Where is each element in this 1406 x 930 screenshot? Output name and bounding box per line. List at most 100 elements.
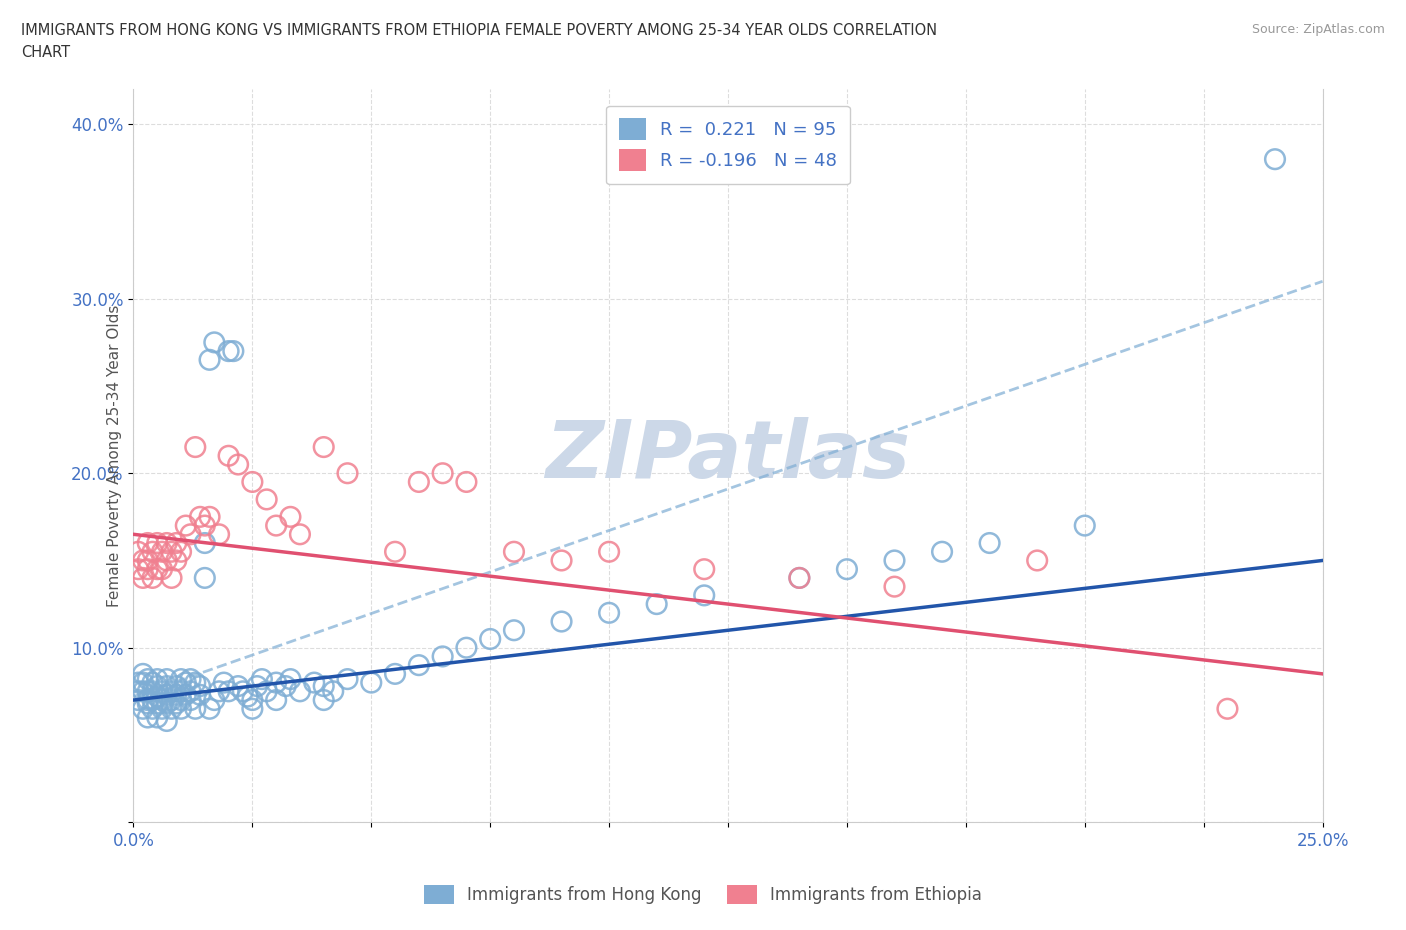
Point: [835, 562, 858, 577]
Point: [174, 675, 197, 690]
Point: [1026, 553, 1049, 568]
Point: [188, 687, 211, 702]
Point: [256, 492, 278, 507]
Point: [312, 693, 335, 708]
Point: [979, 536, 1001, 551]
Point: [141, 684, 163, 698]
Point: [156, 687, 179, 702]
Point: [136, 536, 159, 551]
Point: [165, 679, 187, 694]
Point: [150, 544, 173, 559]
Point: [127, 693, 149, 708]
Point: [127, 544, 149, 559]
Point: [598, 544, 620, 559]
Point: [156, 553, 179, 568]
Point: [156, 679, 179, 694]
Point: [146, 711, 169, 725]
Point: [127, 562, 149, 577]
Point: [141, 693, 163, 708]
Point: [132, 675, 155, 690]
Point: [165, 536, 187, 551]
Point: [288, 684, 311, 698]
Point: [222, 344, 245, 359]
Point: [132, 553, 155, 568]
Point: [232, 684, 254, 698]
Point: [693, 562, 716, 577]
Point: [408, 658, 430, 672]
Text: IMMIGRANTS FROM HONG KONG VS IMMIGRANTS FROM ETHIOPIA FEMALE POVERTY AMONG 25-34: IMMIGRANTS FROM HONG KONG VS IMMIGRANTS …: [21, 23, 938, 38]
Point: [384, 667, 406, 682]
Point: [150, 684, 173, 698]
Point: [246, 679, 269, 694]
Y-axis label: Female Poverty Among 25-34 Year Olds: Female Poverty Among 25-34 Year Olds: [107, 305, 122, 607]
Point: [188, 679, 211, 694]
Point: [264, 518, 287, 533]
Point: [789, 570, 811, 585]
Point: [170, 544, 193, 559]
Point: [202, 693, 225, 708]
Point: [160, 544, 183, 559]
Point: [156, 696, 179, 711]
Point: [184, 440, 207, 455]
Point: [336, 671, 359, 686]
Point: [408, 474, 430, 489]
Point: [146, 689, 169, 704]
Point: [198, 701, 221, 716]
Point: [645, 597, 668, 612]
Point: [280, 671, 302, 686]
Point: [550, 614, 572, 629]
Point: [1216, 701, 1239, 716]
Point: [132, 667, 155, 682]
Point: [456, 640, 478, 655]
Point: [136, 553, 159, 568]
Point: [146, 696, 169, 711]
Point: [693, 588, 716, 603]
Point: [883, 579, 905, 594]
Point: [132, 684, 155, 698]
Point: [360, 675, 382, 690]
Point: [198, 510, 221, 525]
Point: [170, 684, 193, 698]
Point: [146, 671, 169, 686]
Point: [456, 474, 478, 489]
Legend: Immigrants from Hong Kong, Immigrants from Ethiopia: Immigrants from Hong Kong, Immigrants fr…: [418, 878, 988, 910]
Point: [883, 553, 905, 568]
Point: [250, 671, 273, 686]
Point: [165, 696, 187, 711]
Point: [156, 671, 179, 686]
Point: [174, 687, 197, 702]
Point: [212, 675, 235, 690]
Point: [160, 684, 183, 698]
Point: [550, 553, 572, 568]
Text: ZIPatlas: ZIPatlas: [546, 417, 911, 495]
Point: [184, 675, 207, 690]
Point: [184, 701, 207, 716]
Point: [312, 440, 335, 455]
Point: [198, 352, 221, 367]
Legend: R =  0.221   N = 95, R = -0.196   N = 48: R = 0.221 N = 95, R = -0.196 N = 48: [606, 106, 849, 184]
Point: [194, 536, 217, 551]
Point: [1074, 518, 1097, 533]
Point: [136, 562, 159, 577]
Point: [180, 671, 202, 686]
Point: [146, 679, 169, 694]
Point: [264, 693, 287, 708]
Point: [136, 711, 159, 725]
Point: [236, 689, 259, 704]
Point: [302, 675, 325, 690]
Point: [127, 684, 149, 698]
Point: [156, 713, 179, 728]
Point: [288, 527, 311, 542]
Point: [384, 544, 406, 559]
Point: [336, 466, 359, 481]
Point: [503, 623, 526, 638]
Point: [194, 518, 217, 533]
Point: [146, 562, 169, 577]
Point: [226, 679, 249, 694]
Point: [170, 701, 193, 716]
Point: [170, 693, 193, 708]
Point: [136, 684, 159, 698]
Point: [264, 675, 287, 690]
Point: [218, 684, 240, 698]
Point: [202, 335, 225, 350]
